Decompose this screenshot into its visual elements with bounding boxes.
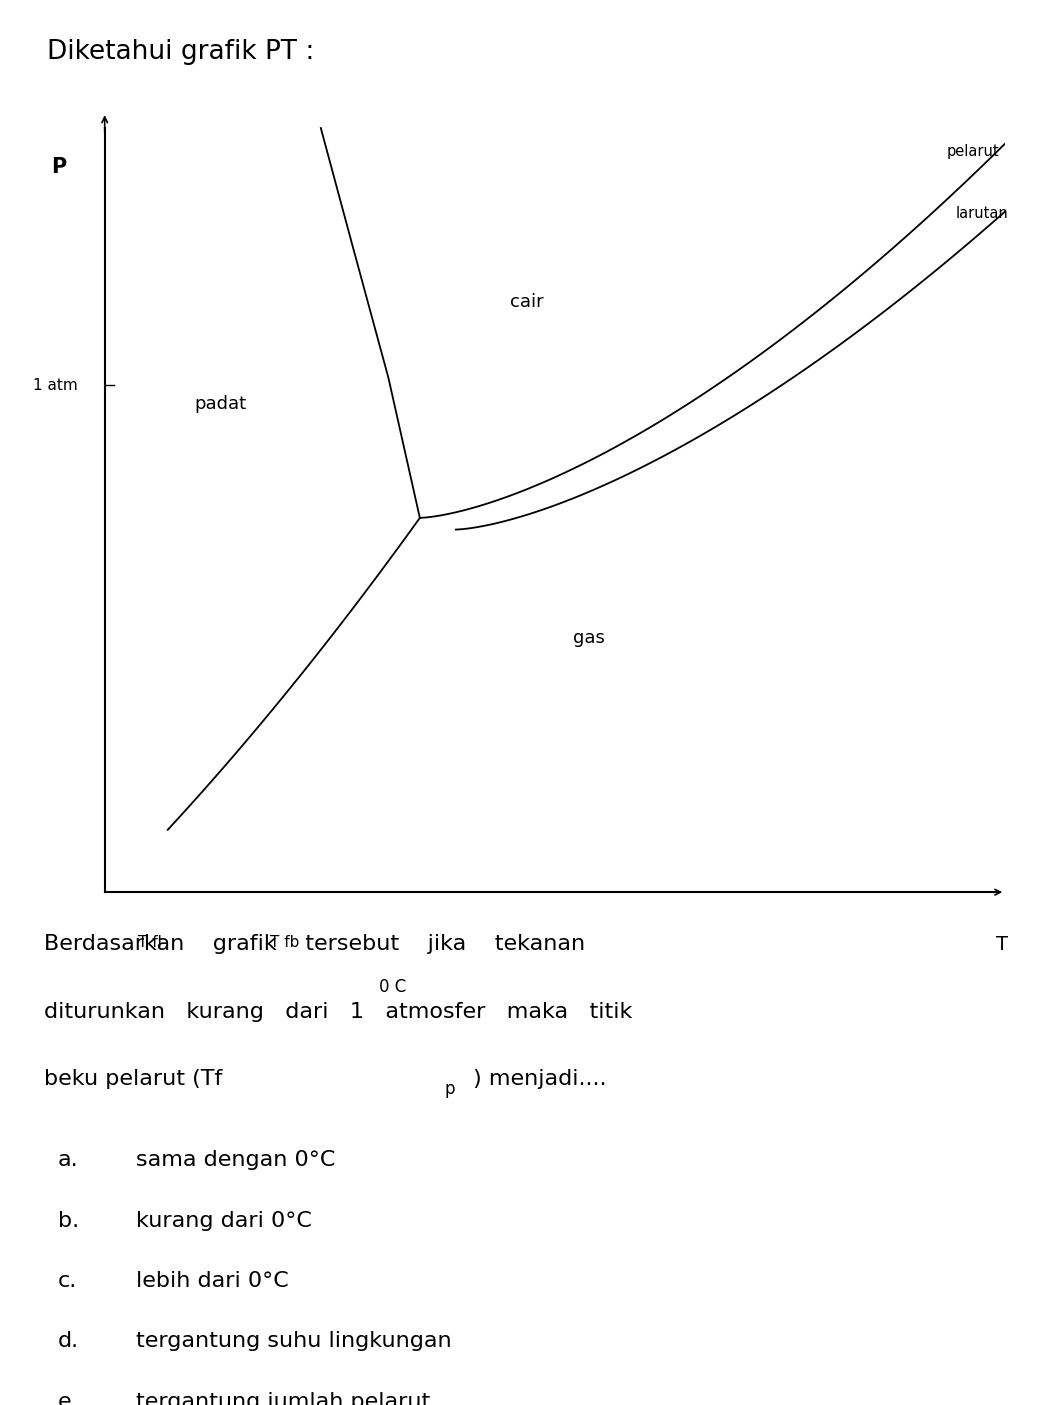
Text: T: T xyxy=(996,936,1008,954)
Text: c.: c. xyxy=(58,1272,76,1291)
Text: sama dengan 0°C: sama dengan 0°C xyxy=(136,1151,335,1170)
Text: larutan: larutan xyxy=(956,207,1008,221)
Text: T fl: T fl xyxy=(138,936,161,950)
Text: e.: e. xyxy=(58,1392,79,1405)
Text: diturunkan   kurang   dari   1   atmosfer   maka   titik: diturunkan kurang dari 1 atmosfer maka t… xyxy=(44,1002,632,1021)
Text: b.: b. xyxy=(58,1211,79,1231)
Text: p: p xyxy=(445,1080,455,1099)
Text: Berdasarkan    grafik    tersebut    jika    tekanan: Berdasarkan grafik tersebut jika tekanan xyxy=(44,934,585,954)
Text: beku pelarut (Tf: beku pelarut (Tf xyxy=(44,1069,222,1089)
Text: P: P xyxy=(50,157,66,177)
Text: padat: padat xyxy=(195,395,247,413)
Text: tergantung suhu lingkungan: tergantung suhu lingkungan xyxy=(136,1332,451,1352)
Text: gas: gas xyxy=(573,628,605,646)
Text: 1 atm: 1 atm xyxy=(32,378,77,393)
Text: lebih dari 0°C: lebih dari 0°C xyxy=(136,1272,289,1291)
Text: T fb: T fb xyxy=(270,936,299,950)
Text: d.: d. xyxy=(58,1332,79,1352)
Text: tergantung jumlah pelarut: tergantung jumlah pelarut xyxy=(136,1392,430,1405)
Text: 0 C: 0 C xyxy=(379,978,406,996)
Text: ) menjadi....: ) menjadi.... xyxy=(466,1069,606,1089)
Text: Diketahui grafik PT :: Diketahui grafik PT : xyxy=(47,39,314,66)
Text: cair: cair xyxy=(510,294,543,312)
Text: a.: a. xyxy=(58,1151,79,1170)
Text: pelarut: pelarut xyxy=(946,143,999,159)
Text: kurang dari 0°C: kurang dari 0°C xyxy=(136,1211,312,1231)
